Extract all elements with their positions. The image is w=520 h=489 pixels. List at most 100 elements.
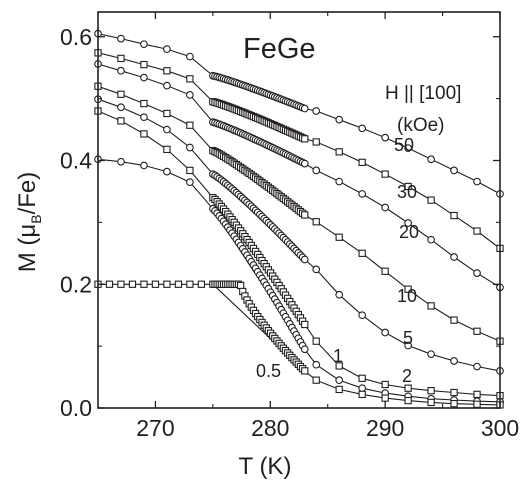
data-point [300,255,309,264]
data-point [381,394,389,402]
series-2 [94,107,504,400]
data-point [300,159,309,168]
data-point [404,341,412,350]
data-point [128,280,137,288]
data-point [473,390,481,399]
data-point [358,158,366,167]
data-point [301,211,309,219]
data-point [312,376,320,384]
data-point [358,249,366,257]
data-point [427,302,435,310]
data-point [335,233,343,241]
data-point [381,328,389,337]
data-point [186,75,194,83]
data-point [151,280,160,288]
x-tick-label: 300 [481,415,519,441]
data-point [335,362,343,370]
data-point [186,52,194,61]
data-point [163,145,171,154]
data-point [186,280,194,288]
data-point [174,280,183,288]
series-5 [94,95,504,375]
y-tick-label: 0.2 [60,271,92,297]
data-point [358,374,366,382]
data-point [473,400,481,408]
data-point [163,167,171,176]
data-point [186,166,194,175]
y-tick-label: 0.4 [60,148,92,174]
data-point [117,280,125,288]
series-label-30: 30 [397,182,417,202]
data-point [335,290,344,299]
data-point [427,398,435,407]
curves-layer: 50 30 20 10 5 2 1 0.5 [94,29,504,409]
data-point [427,235,435,244]
data-point [105,280,114,288]
data-point [450,388,458,397]
data-point [381,380,389,389]
x-axis-label: T (K) [239,453,292,480]
data-point [312,337,320,345]
x-tick-label: 270 [136,415,174,441]
data-point [312,265,321,274]
data-point [473,327,481,335]
axis-ticks: 270 280 290 300 0.0 0.2 0.4 0.6 [60,12,519,441]
data-point [358,124,367,133]
series-line [97,52,501,249]
data-point [450,316,458,324]
data-point [335,177,344,186]
series-line [97,158,501,403]
chart-title: FeGe [243,33,316,65]
data-point [186,121,194,129]
data-point [312,218,320,226]
data-point [381,267,389,275]
data-point [186,178,194,187]
data-point [404,182,412,191]
data-point [300,345,309,354]
series-line [97,33,501,195]
data-point [140,161,148,170]
data-point [117,103,125,112]
data-point [163,45,171,53]
data-point [312,166,321,175]
data-point [473,269,481,277]
series-line [97,63,501,288]
data-point [473,362,481,371]
series-line [97,98,501,372]
data-point [404,144,412,152]
data-point [358,390,366,399]
data-point [140,280,148,288]
data-point [450,211,458,220]
y-axis-label: M (μB/Fe) [14,172,44,273]
data-point [381,170,389,178]
data-point [358,190,367,198]
data-point [300,104,309,113]
legend-title: H || [100] [385,83,461,104]
data-point [404,285,412,293]
data-point [335,115,344,124]
data-point [450,253,458,261]
data-point [358,311,367,320]
data-point [312,360,321,369]
data-point [163,280,171,288]
data-point [312,138,320,146]
data-point [381,203,389,212]
data-point [140,73,148,82]
series-label-50: 50 [394,135,414,155]
series-line [97,110,501,397]
data-point [450,357,458,365]
series-label-1: 1 [333,346,343,366]
data-point [163,67,171,75]
data-point [335,148,343,156]
y-tick-label: 0.0 [60,395,92,421]
data-point [427,350,435,359]
data-point [427,196,435,204]
series-1 [94,155,504,406]
data-point [335,376,344,385]
series-label-5: 5 [403,328,413,348]
data-point [473,177,481,186]
series-label-2: 2 [402,366,412,386]
series-label-20: 20 [399,222,419,242]
data-point [140,130,148,138]
